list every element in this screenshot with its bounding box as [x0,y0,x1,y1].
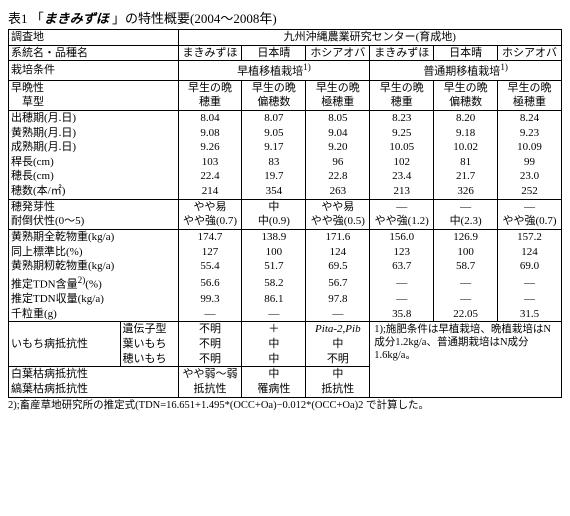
table-row: 早晩性 早生の晩 早生の晩 早生の晩 早生の晩 早生の晩 早生の晩 [9,80,562,95]
table-row: 推定TDN収量(kg/a) 99.386.197.8 ——— [9,292,562,307]
table-row: 穂長(cm) 22.419.722.8 23.421.723.0 [9,169,562,184]
survey-site-label: 調査地 [9,30,179,46]
variety-col-6: ホシアオバ [498,45,562,61]
cult-cond-label: 栽培条件 [9,61,179,80]
table-row: 成熟期(月.日) 9.269.179.20 10.0510.0210.09 [9,140,562,155]
table-row: 推定TDN含量2)(%) 56.658.256.7 ——— [9,274,562,292]
table-row: 穂数(本/㎡) 214354263 213326252 [9,184,562,199]
table-row: 黄熟期(月.日) 9.089.059.04 9.259.189.23 [9,126,562,141]
title-prefix: 表1 「 [8,11,44,26]
footnote-2: 2);畜産草地研究所の推定式(TDN=16.651+1.495*(OCC+Oa)… [8,400,562,413]
variety-col-4: まきみずほ [370,45,434,61]
fertilizer-note: 1);施肥条件は早植栽培、晩植栽培はN成分1.2kg/a、普通期栽培はN成分1.… [370,322,562,397]
row-label: 早晩性 [9,80,179,95]
table-row: 千粒重(g) ——— 35.822.0531.5 [9,307,562,322]
variety-col-2: 日本晴 [242,45,306,61]
main-table: 調査地 九州沖縄農業研究センター(育成地) 系統名・品種名 まきみずほ 日本晴 … [8,29,562,398]
header-row-3: 栽培条件 早植移植栽培1) 普通期移植栽培1) [9,61,562,80]
table-row: 同上標準比(%) 127100124 123100124 [9,245,562,260]
lineage-label: 系統名・品種名 [9,45,179,61]
table-row: 黄熟期籾乾物重(kg/a) 55.451.769.5 63.758.769.0 [9,259,562,274]
variety-col-1: まきみずほ [178,45,242,61]
blast-group-label: いもち病抵抗性 [9,322,121,367]
header-row-1: 調査地 九州沖縄農業研究センター(育成地) [9,30,562,46]
table-row: 草型 穂重 偏穂数 極穂重 穂重 偏穂数 極穂重 [9,95,562,110]
title-emphasis: まきみずほ [44,11,109,26]
table-title: 表1 「まきみずほ 」の特性概要(2004〜2008年) [8,8,562,27]
cond-normal: 普通期移植栽培1) [370,61,562,80]
table-row: いもち病抵抗性 遺伝子型 不明 ＋ Pita-2,Pib 1);施肥条件は早植栽… [9,322,562,337]
title-suffix: 」の特性概要(2004〜2008年) [109,11,277,26]
table-row: 穂発芽性 やや易中やや易 ——— [9,199,562,214]
center-label: 九州沖縄農業研究センター(育成地) [178,30,561,46]
table-row: 黄熟期全乾物重(kg/a) 174.7138.9171.6 156.0126.9… [9,229,562,244]
variety-col-5: 日本晴 [434,45,498,61]
table-row: 稈長(cm) 1038396 1028199 [9,155,562,170]
cond-early: 早植移植栽培1) [178,61,370,80]
row-label: 草型 [9,95,179,110]
table-row: 耐倒伏性(0〜5) やや強(0.7)中(0.9)やや強(0.5) やや強(1.2… [9,214,562,229]
variety-col-3: ホシアオバ [306,45,370,61]
table-row: 出穂期(月.日) 8.048.078.05 8.238.208.24 [9,110,562,125]
header-row-2: 系統名・品種名 まきみずほ 日本晴 ホシアオバ まきみずほ 日本晴 ホシアオバ [9,45,562,61]
